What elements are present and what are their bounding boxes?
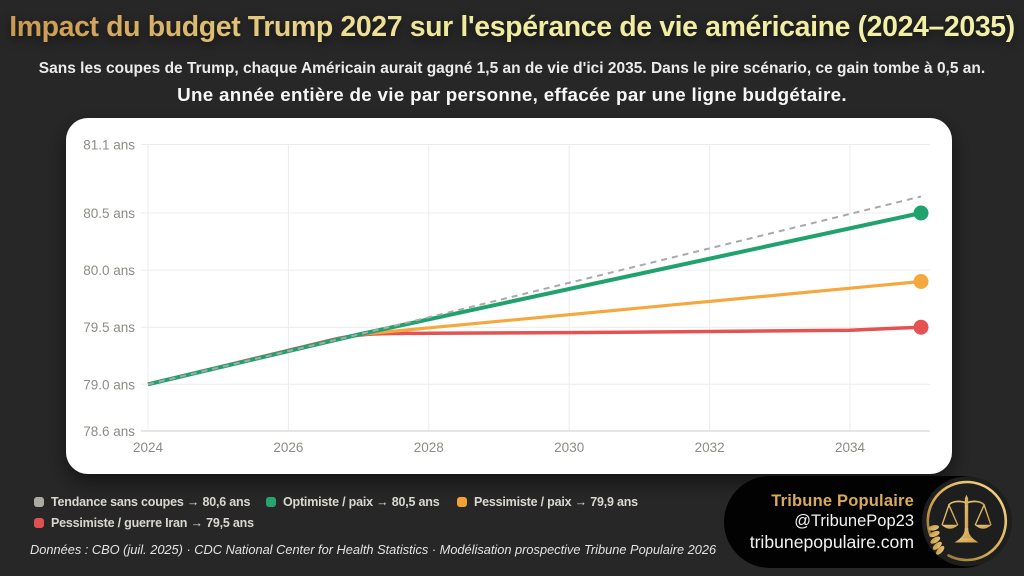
svg-text:79.0 ans: 79.0 ans — [83, 377, 135, 392]
svg-text:80.0 ans: 80.0 ans — [83, 263, 135, 278]
svg-text:2034: 2034 — [835, 440, 866, 455]
svg-text:2024: 2024 — [133, 440, 164, 455]
svg-text:2028: 2028 — [414, 440, 444, 455]
svg-text:78.6 ans: 78.6 ans — [83, 424, 135, 439]
svg-text:2030: 2030 — [554, 440, 584, 455]
svg-text:79.5 ans: 79.5 ans — [83, 320, 135, 335]
svg-text:80.5 ans: 80.5 ans — [83, 206, 135, 221]
svg-text:2032: 2032 — [695, 440, 725, 455]
svg-text:81.1 ans: 81.1 ans — [83, 138, 135, 153]
svg-text:2026: 2026 — [273, 440, 303, 455]
